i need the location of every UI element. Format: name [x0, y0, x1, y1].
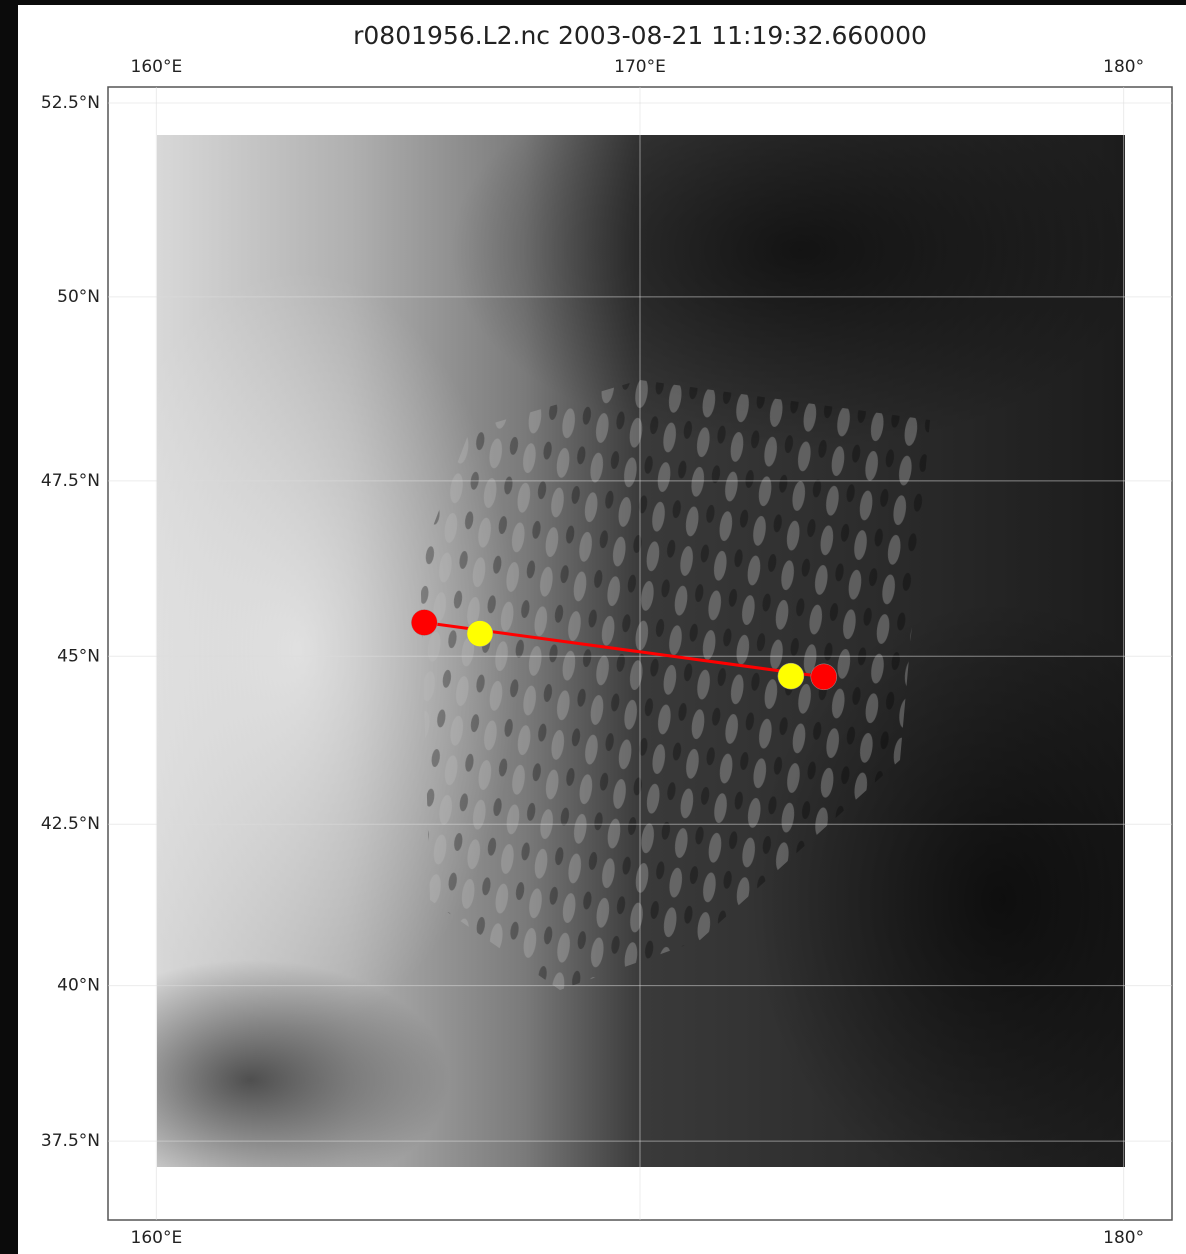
y-tick-label: 47.5°N — [41, 471, 100, 491]
x-tick-label: 180° — [1103, 57, 1144, 77]
y-tick-label: 42.5°N — [41, 814, 100, 834]
x-tick-label: 180° — [1103, 1228, 1144, 1248]
satellite-image — [50, 50, 1186, 1200]
x-tick-label: 170°E — [614, 57, 666, 77]
y-tick-label: 52.5°N — [41, 93, 100, 113]
page: r0801956.L2.nc 2003-08-21 11:19:32.66000… — [0, 0, 1186, 1254]
y-tick-label: 37.5°N — [41, 1131, 100, 1151]
marker — [811, 664, 837, 690]
y-tick-label: 45°N — [57, 646, 100, 666]
y-tick-label: 50°N — [57, 287, 100, 307]
x-tick-label: 160°E — [131, 57, 183, 77]
x-tick-label: 160°E — [131, 1228, 183, 1248]
map-title: r0801956.L2.nc 2003-08-21 11:19:32.66000… — [353, 21, 927, 50]
marker — [467, 621, 493, 647]
marker — [778, 663, 804, 689]
marker — [411, 610, 437, 636]
y-tick-label: 40°N — [57, 976, 100, 996]
map-figure: r0801956.L2.nc 2003-08-21 11:19:32.66000… — [0, 0, 1186, 1254]
